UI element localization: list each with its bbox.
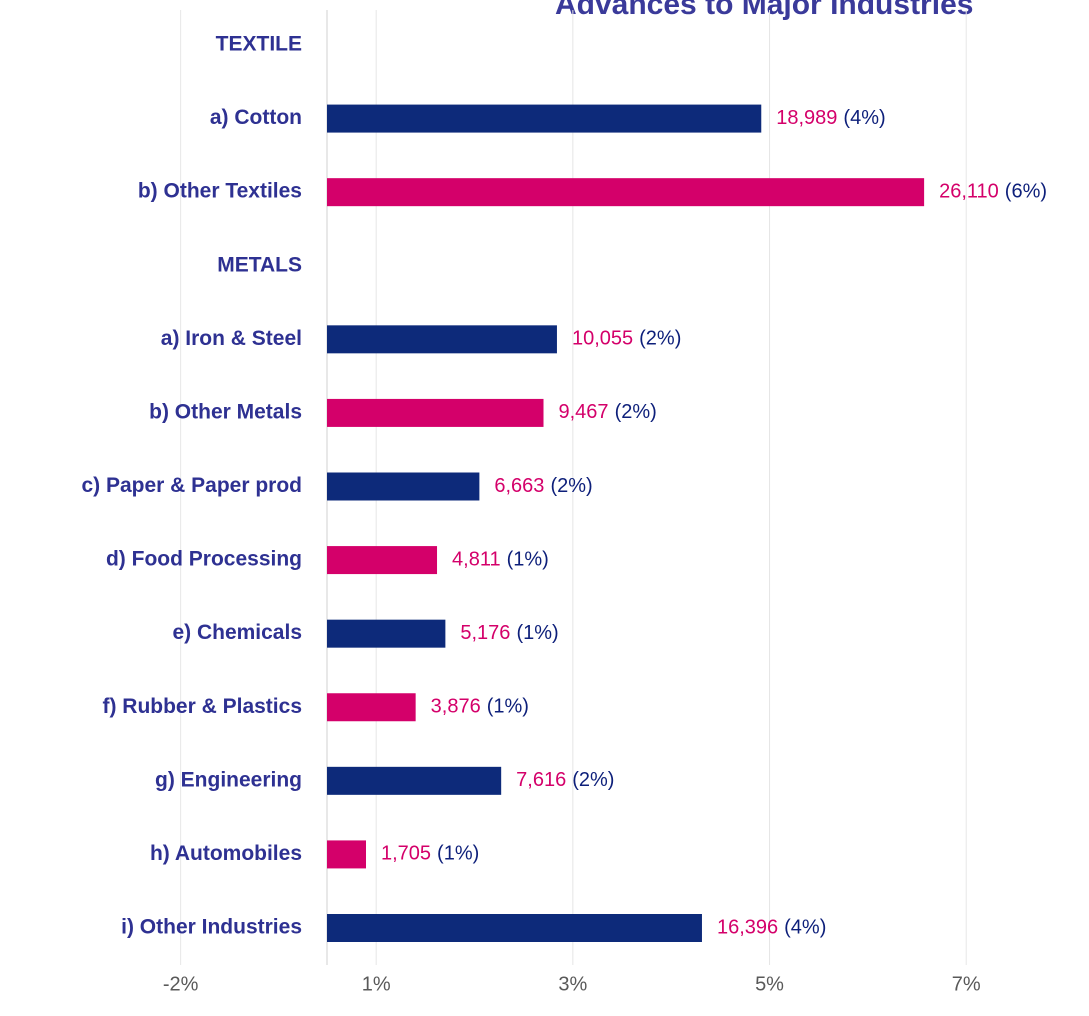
category-label: c) Paper & Paper prod bbox=[81, 474, 302, 497]
category-label: b) Other Textiles bbox=[138, 180, 302, 203]
percent-label: (2%) bbox=[572, 769, 614, 791]
percent-label: (1%) bbox=[507, 548, 549, 570]
value-label: 1,705 bbox=[381, 843, 431, 865]
category-label: g) Engineering bbox=[155, 768, 302, 791]
percent-label: (6%) bbox=[1005, 180, 1047, 202]
x-tick-label: 7% bbox=[952, 973, 981, 995]
percent-label: (2%) bbox=[550, 475, 592, 497]
bar bbox=[327, 914, 702, 942]
percent-label: (4%) bbox=[843, 107, 885, 129]
category-label: e) Chemicals bbox=[172, 621, 302, 644]
bar bbox=[327, 766, 502, 795]
bar bbox=[327, 840, 366, 869]
value-label: 4,811 bbox=[452, 548, 501, 570]
chart-title: Advances to Major Industries bbox=[555, 0, 973, 21]
category-label: h) Automobiles bbox=[150, 842, 302, 865]
bar bbox=[327, 104, 762, 133]
bar bbox=[327, 472, 480, 501]
value-label: 7,616 bbox=[516, 769, 566, 791]
value-label: 9,467 bbox=[559, 401, 609, 423]
category-label: TEXTILE bbox=[216, 33, 302, 56]
percent-label: (4%) bbox=[784, 916, 826, 938]
category-label: i) Other Industries bbox=[121, 916, 302, 939]
percent-label: (2%) bbox=[615, 401, 657, 423]
value-label: 10,055 bbox=[572, 328, 633, 350]
bar bbox=[327, 178, 925, 207]
x-tick-label: 3% bbox=[558, 973, 587, 995]
bar bbox=[327, 325, 557, 354]
bar bbox=[327, 398, 544, 427]
bar bbox=[327, 693, 416, 722]
value-label: 16,396 bbox=[717, 916, 778, 938]
value-label: 3,876 bbox=[431, 696, 481, 718]
category-label: d) Food Processing bbox=[106, 548, 302, 571]
value-label: 6,663 bbox=[494, 475, 544, 497]
x-tick-label: 1% bbox=[362, 973, 391, 995]
percent-label: (1%) bbox=[437, 843, 479, 865]
category-label: b) Other Metals bbox=[149, 400, 302, 423]
bar bbox=[327, 619, 446, 648]
x-tick-label: 5% bbox=[755, 973, 784, 995]
category-label: a) Cotton bbox=[210, 106, 302, 129]
category-label: a) Iron & Steel bbox=[161, 327, 302, 350]
bar bbox=[327, 546, 438, 575]
category-label: f) Rubber & Plastics bbox=[102, 695, 302, 718]
value-label: 26,110 bbox=[939, 180, 999, 202]
percent-label: (2%) bbox=[639, 328, 681, 350]
percent-label: (1%) bbox=[516, 622, 558, 644]
value-label: 5,176 bbox=[460, 622, 510, 644]
value-label: 18,989 bbox=[776, 107, 837, 129]
x-tick-label: -2% bbox=[163, 973, 199, 995]
category-label: METALS bbox=[217, 253, 302, 276]
percent-label: (1%) bbox=[487, 696, 529, 718]
